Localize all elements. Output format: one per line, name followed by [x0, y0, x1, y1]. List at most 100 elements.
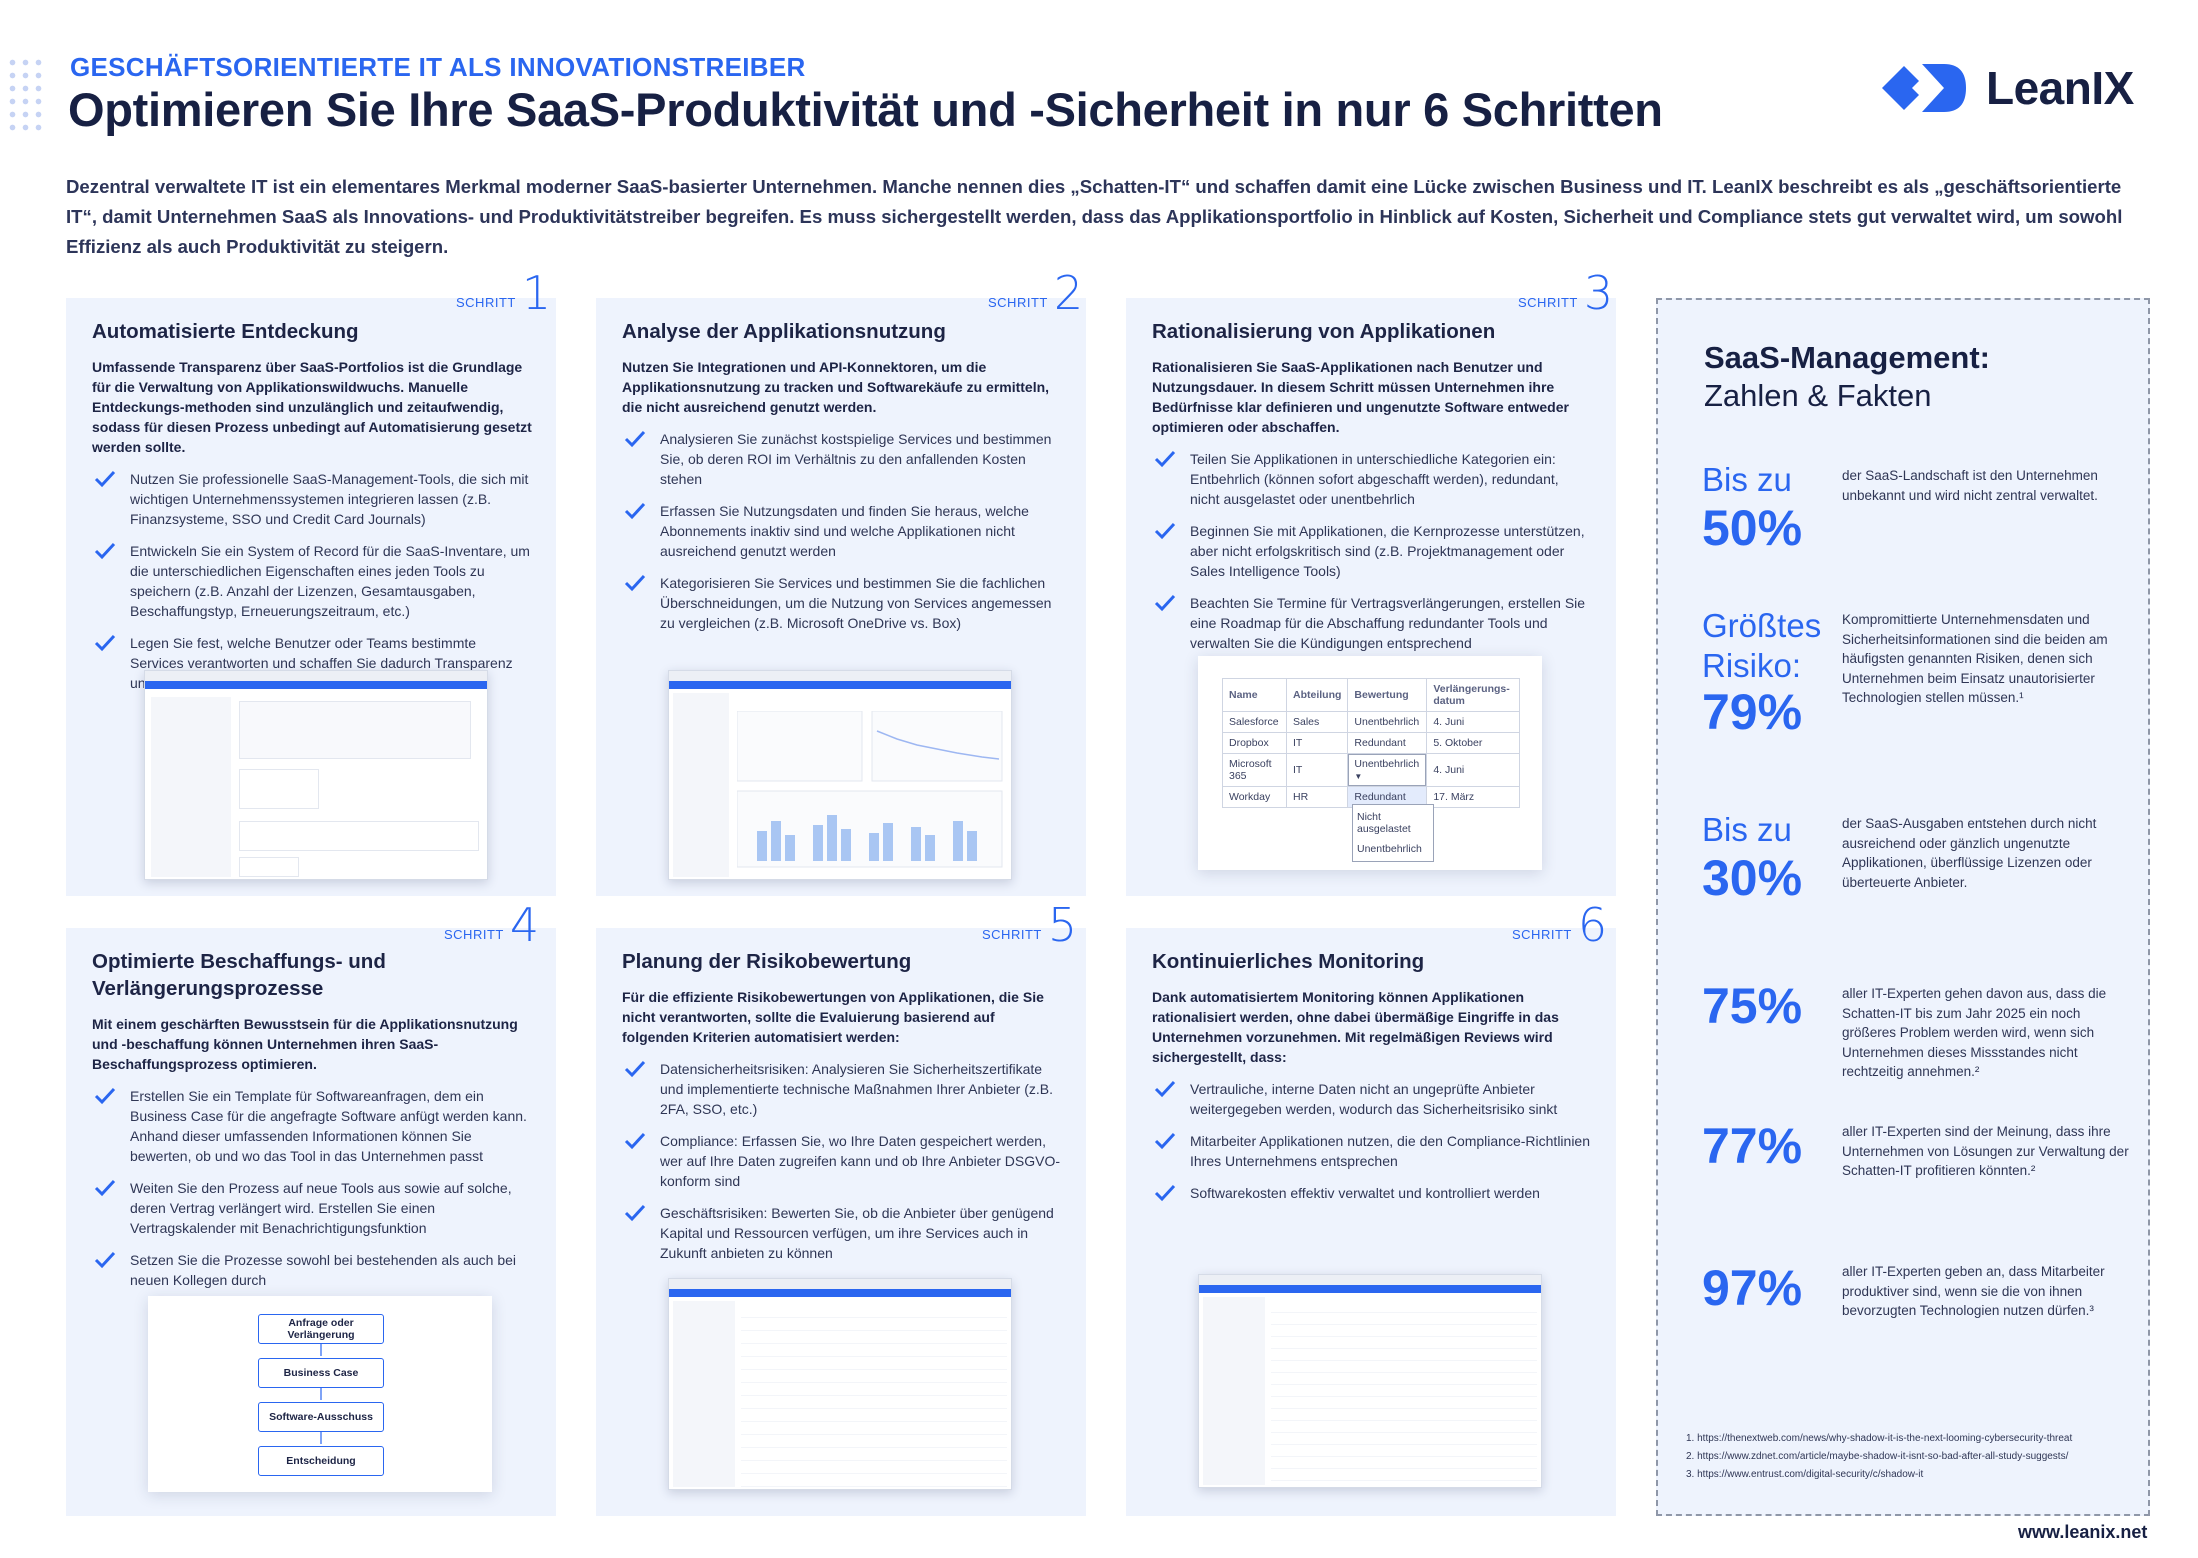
chevron-down-icon[interactable]: ▼	[1354, 772, 1363, 781]
step-tag-4: SCHRITT 4	[444, 898, 540, 952]
table-row: Dropbox IT Redundant 5. Oktober	[1222, 732, 1520, 754]
usage-chart-graphic	[737, 711, 1003, 868]
facts-sidebar: SaaS-Management: Zahlen & Fakten Bis zu …	[1656, 298, 2150, 1516]
table-header: Abteilung	[1285, 678, 1349, 712]
step-card-1: Automatisierte Entdeckung Umfassende Tra…	[66, 298, 556, 896]
rating-dropdown[interactable]: Nicht ausgelastet Unentbehrlich	[1352, 804, 1434, 862]
step-title: Kontinuierliches Monitoring	[1152, 950, 1425, 973]
flow-step: Anfrage oder Verlängerung	[258, 1314, 384, 1344]
table-header: Verlängerungs-datum	[1426, 678, 1520, 712]
step-bullets: Erstellen Sie ein Template für Softwarea…	[92, 1086, 532, 1290]
reference-link[interactable]: 1. https://thenextweb.com/news/why-shado…	[1686, 1433, 2073, 1444]
check-icon	[94, 1251, 116, 1269]
usage-screenshot	[668, 670, 1012, 880]
fact-number: 30%	[1702, 850, 1803, 906]
bullet-item: Analysieren Sie zunächst kostspielige Se…	[622, 429, 1062, 489]
step-bullets: Vertrauliche, interne Daten nicht an ung…	[1152, 1079, 1592, 1203]
fact-number: 79%	[1702, 684, 1803, 740]
table-header: Name	[1222, 678, 1287, 712]
step-tag-5: SCHRITT 5	[982, 898, 1078, 952]
table-header: Bewertung	[1347, 678, 1428, 712]
bullet-item: Beachten Sie Termine für Vertragsverläng…	[1152, 593, 1592, 653]
fact-prefix: Bis zu	[1702, 461, 1792, 498]
check-icon	[624, 574, 646, 592]
check-icon	[94, 1179, 116, 1197]
check-icon	[1154, 1132, 1176, 1150]
bullet-item: Geschäftsrisiken: Bewerten Sie, ob die A…	[622, 1203, 1062, 1263]
rationalization-table-card: Name Abteilung Bewertung Verlängerungs-d…	[1198, 656, 1542, 870]
check-icon	[624, 430, 646, 448]
bullet-item: Weiten Sie den Prozess auf neue Tools au…	[92, 1178, 532, 1238]
fact-prefix: Größtes Risiko:	[1702, 607, 1822, 684]
check-icon	[94, 470, 116, 488]
step-card-4: Optimierte Beschaffungs- und Verlängerun…	[66, 928, 556, 1516]
step-card-2: Analyse der Applikationsnutzung Nutzen S…	[596, 298, 1086, 896]
check-icon	[94, 542, 116, 560]
table-row: Salesforce Sales Unentbehrlich 4. Juni	[1222, 711, 1520, 733]
step-title: Rationalisierung von Applikationen	[1152, 320, 1496, 343]
step-tag-6: SCHRITT 6	[1512, 898, 1608, 952]
reference-link[interactable]: 2. https://www.zdnet.com/article/maybe-s…	[1686, 1451, 2069, 1462]
step-lead: Dank automatisiertem Monitoring können A…	[1152, 989, 1559, 1065]
logo-wordmark: LeanIX	[1986, 62, 2134, 114]
applications-table: Name Abteilung Bewertung Verlängerungs-d…	[1222, 678, 1520, 808]
check-icon	[1154, 450, 1176, 468]
check-icon	[1154, 522, 1176, 540]
check-icon	[1154, 594, 1176, 612]
bullet-item: Beginnen Sie mit Applikationen, die Kern…	[1152, 521, 1592, 581]
bullet-item: Erfassen Sie Nutzungsdaten und finden Si…	[622, 501, 1062, 561]
step-tag-3: SCHRITT 3	[1518, 266, 1614, 320]
monitoring-screenshot	[1198, 1274, 1542, 1488]
fact-text: Kompromittierte Unternehmensdaten und Si…	[1842, 612, 2108, 705]
step-lead: Mit einem geschärften Bewusstsein für di…	[92, 1016, 518, 1072]
decorative-dots	[6, 56, 46, 136]
step-card-3: Rationalisierung von Applikationen Ratio…	[1126, 298, 1616, 896]
fact-number: 50%	[1702, 500, 1803, 556]
step-title: Optimierte Beschaffungs- und Verlängerun…	[92, 950, 386, 1000]
fact-number: 75%	[1702, 978, 1803, 1034]
check-icon	[94, 634, 116, 652]
fact-text: aller IT-Experten geben an, dass Mitarbe…	[1842, 1264, 2105, 1318]
fact-text: aller IT-Experten gehen davon aus, dass …	[1842, 986, 2107, 1079]
check-icon	[94, 1087, 116, 1105]
check-icon	[624, 1132, 646, 1150]
step-lead: Umfassende Transparenz über SaaS-Portfol…	[92, 359, 532, 455]
step-tag-1: SCHRITT 1	[456, 266, 552, 320]
step-tag-2: SCHRITT 2	[988, 266, 1084, 320]
leanix-logo-icon	[1882, 64, 1966, 112]
bullet-item: Teilen Sie Applikationen in unterschiedl…	[1152, 449, 1592, 509]
step-card-5: Planung der Risikobewertung Für die effi…	[596, 928, 1086, 1516]
bullet-item: Erstellen Sie ein Template für Softwarea…	[92, 1086, 532, 1166]
check-icon	[624, 1060, 646, 1078]
dropdown-option[interactable]: Unentbehrlich	[1357, 843, 1422, 855]
step-lead: Für die effiziente Risikobewertungen von…	[622, 989, 1044, 1045]
check-icon	[624, 1204, 646, 1222]
footer-url[interactable]: www.leanix.net	[2018, 1522, 2148, 1542]
fact-number: 97%	[1702, 1260, 1803, 1316]
leanix-logo: LeanIX	[1882, 56, 2134, 120]
fact-number: 77%	[1702, 1118, 1803, 1174]
table-row: Workday HR Redundant 17. März	[1222, 786, 1520, 808]
bullet-item: Datensicherheitsrisiken: Analysieren Sie…	[622, 1059, 1062, 1119]
check-icon	[624, 502, 646, 520]
bullet-item: Mitarbeiter Applikationen nutzen, die de…	[1152, 1131, 1592, 1171]
bullet-item: Entwickeln Sie ein System of Record für …	[92, 541, 532, 621]
step-title: Automatisierte Entdeckung	[92, 320, 359, 343]
fact-text: aller IT-Experten sind der Meinung, dass…	[1842, 1124, 2129, 1178]
bullet-item: Kategorisieren Sie Services und bestimme…	[622, 573, 1062, 633]
fact-text: der SaaS-Landschaft ist den Unternehmen …	[1842, 468, 2098, 503]
intro-paragraph: Dezentral verwaltete IT ist ein elementa…	[66, 176, 2123, 257]
step-title: Planung der Risikobewertung	[622, 950, 912, 973]
step-card-6: Kontinuierliches Monitoring Dank automat…	[1126, 928, 1616, 1516]
dropdown-option[interactable]: Nicht ausgelastet	[1357, 811, 1411, 835]
check-icon	[1154, 1080, 1176, 1098]
table-row: Microsoft 365 IT Unentbehrlich ▼ 4. Juni	[1222, 753, 1520, 787]
bullet-item: Setzen Sie die Prozesse sowohl bei beste…	[92, 1250, 532, 1290]
fact-prefix: Bis zu	[1702, 811, 1792, 848]
bullet-item: Softwarekosten effektiv verwaltet und ko…	[1152, 1183, 1592, 1203]
reference-link[interactable]: 3. https://www.entrust.com/digital-secur…	[1686, 1469, 1924, 1480]
discovery-screenshot	[144, 670, 488, 880]
step-bullets: Teilen Sie Applikationen in unterschiedl…	[1152, 449, 1592, 653]
sidebar-subtitle: Zahlen & Fakten	[1704, 378, 1932, 413]
step-bullets: Analysieren Sie zunächst kostspielige Se…	[622, 429, 1062, 633]
